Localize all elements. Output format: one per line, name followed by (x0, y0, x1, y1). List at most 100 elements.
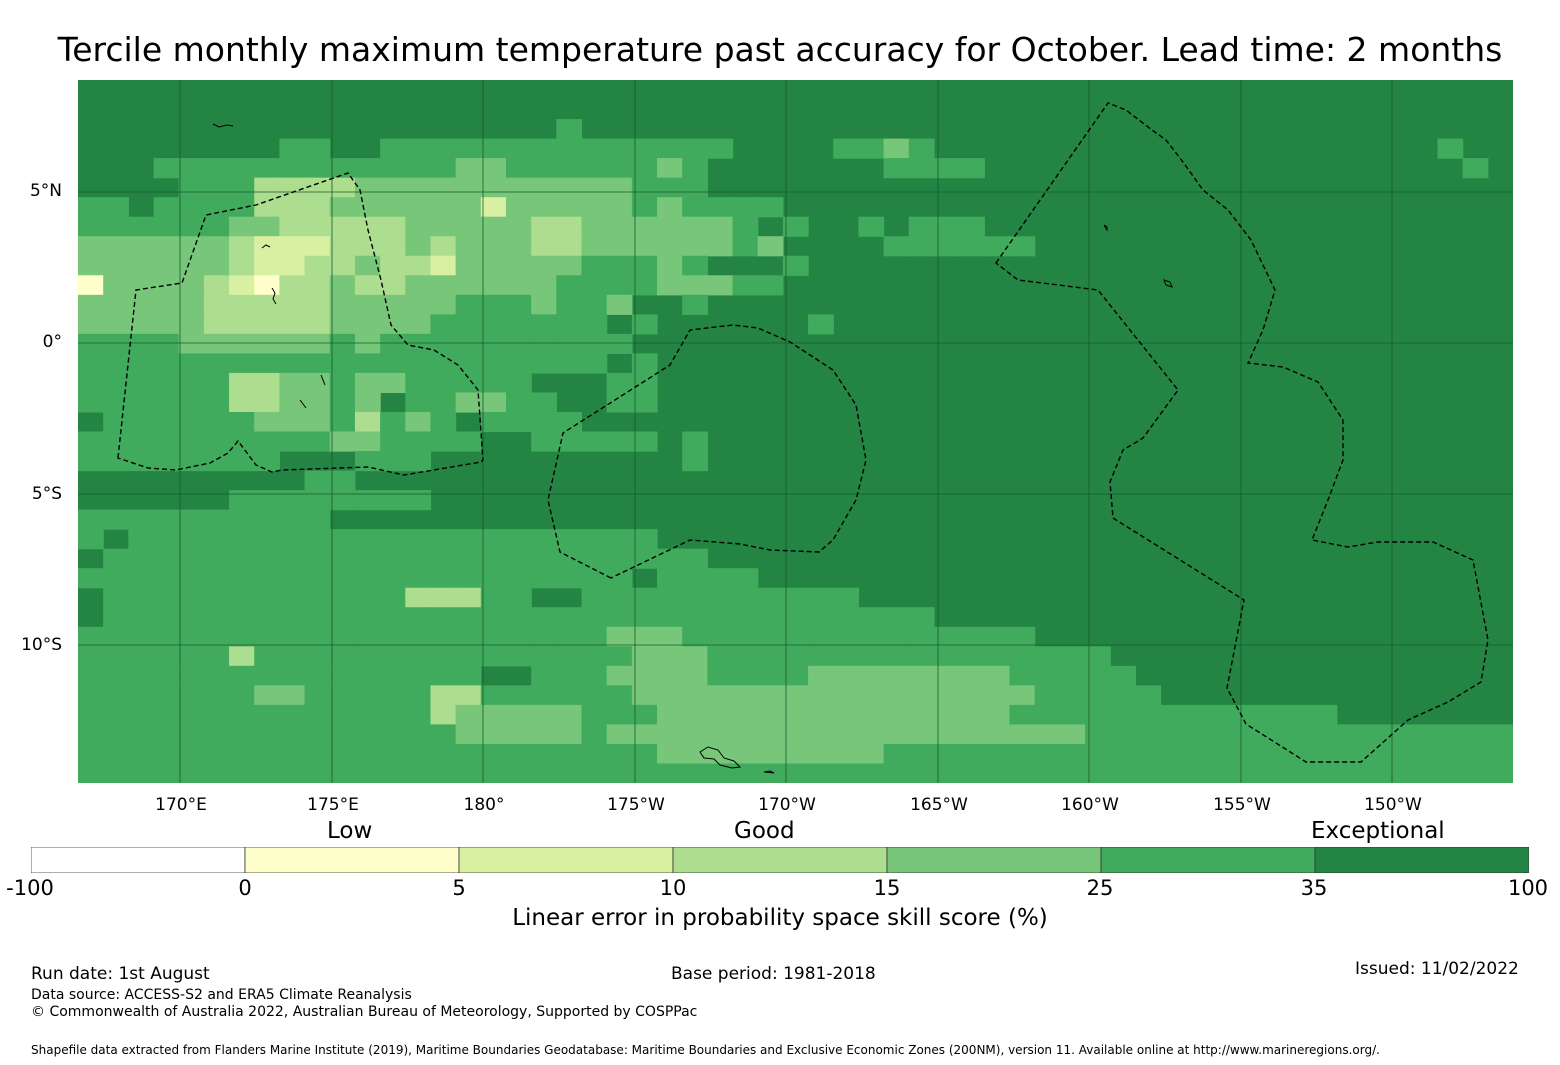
skill-cell (782, 704, 809, 726)
skill-cell (203, 294, 230, 315)
skill-cell (455, 138, 482, 159)
skill-cell (606, 333, 633, 354)
skill-cell (1059, 685, 1086, 706)
skill-cell (279, 587, 306, 608)
skill-cell (707, 646, 734, 667)
skill-cell (103, 509, 129, 530)
skill-cell (858, 626, 885, 647)
skill-cell (1336, 763, 1363, 783)
skill-cell (782, 665, 809, 686)
skill-cell (430, 197, 457, 218)
skill-cell (1085, 724, 1111, 745)
skill-cell (254, 587, 281, 608)
run-date: Run date: 1st August (31, 964, 210, 984)
skill-cell (203, 177, 230, 198)
skill-cell (556, 314, 583, 335)
skill-cell (606, 646, 633, 667)
skill-cell (682, 665, 708, 686)
skill-cell (304, 490, 331, 511)
skill-cell (128, 431, 155, 452)
skill-cell (581, 177, 608, 198)
skill-cell (531, 626, 557, 647)
skill-cell (430, 568, 457, 589)
skill-cell (279, 411, 306, 433)
skill-cell (531, 665, 557, 686)
skill-cell (505, 255, 532, 276)
skill-cell (631, 548, 658, 569)
skill-cell (380, 704, 406, 726)
skill-cell (757, 197, 784, 218)
skill-cell (329, 197, 356, 218)
skill-cell (254, 275, 281, 296)
skill-cell (1437, 763, 1464, 783)
skill-cell (304, 158, 331, 179)
skill-cell (128, 314, 155, 335)
skill-cell (531, 568, 557, 589)
skill-cell (380, 275, 406, 296)
skill-cell (203, 665, 230, 686)
skill-cell (304, 333, 331, 354)
skill-cell (354, 587, 381, 608)
skill-cell (631, 704, 658, 726)
skill-cell (908, 158, 935, 179)
skill-cell (657, 607, 683, 628)
skill-cell (380, 177, 406, 198)
skill-cell (531, 255, 557, 276)
skill-cell (531, 197, 557, 218)
skill-cell (329, 646, 356, 667)
legend-tick: 0 (238, 876, 252, 900)
skill-cell (531, 411, 557, 433)
skill-cell (430, 724, 457, 745)
skill-cell (279, 216, 306, 237)
skill-cell (153, 372, 180, 394)
skill-cell (1311, 704, 1338, 726)
skill-cell (128, 548, 155, 569)
lon-label-175e: 175°E (307, 795, 359, 815)
skill-cell (455, 568, 482, 589)
skill-cell (455, 665, 482, 686)
skill-cell (556, 216, 583, 237)
skill-cell (707, 587, 734, 608)
skill-cell (682, 197, 708, 218)
skill-cell (380, 158, 406, 179)
skill-cell (380, 763, 406, 783)
skill-cell (178, 275, 205, 296)
skill-cell (329, 685, 356, 706)
skill-cell (908, 236, 935, 257)
skill-cell (304, 665, 331, 686)
skill-cell (581, 529, 608, 550)
skill-cell (682, 685, 708, 706)
skill-cell (279, 704, 306, 726)
skill-cell (304, 548, 331, 569)
lon-label-175w: 175°W (607, 795, 665, 815)
skill-cell (304, 529, 331, 550)
skill-cell (178, 724, 205, 745)
skill-cell (254, 158, 281, 179)
skill-cell (380, 490, 406, 511)
skill-cell (833, 626, 860, 647)
skill-cell (631, 158, 658, 179)
skill-cell (128, 216, 155, 237)
skill-cell (405, 529, 432, 550)
skill-cell (229, 314, 255, 335)
skill-cell (405, 353, 432, 374)
skill-cell (455, 372, 482, 394)
skill-cell (883, 626, 910, 647)
skill-cell (329, 548, 356, 569)
skill-cell (279, 333, 306, 354)
skill-cell (380, 333, 406, 354)
skill-cell (279, 431, 306, 452)
skill-cell (505, 138, 532, 159)
skill-cell (732, 665, 759, 686)
skill-cell (606, 372, 633, 394)
skill-cell (606, 177, 633, 198)
skill-cell (1236, 763, 1262, 783)
skill-cell (229, 392, 255, 413)
skill-cell (279, 197, 306, 218)
skill-cell (254, 685, 281, 706)
skill-cell (203, 509, 230, 530)
skill-cell (153, 743, 180, 765)
skill-cell (933, 646, 960, 667)
skill-cell (329, 568, 356, 589)
skill-cell (380, 685, 406, 706)
